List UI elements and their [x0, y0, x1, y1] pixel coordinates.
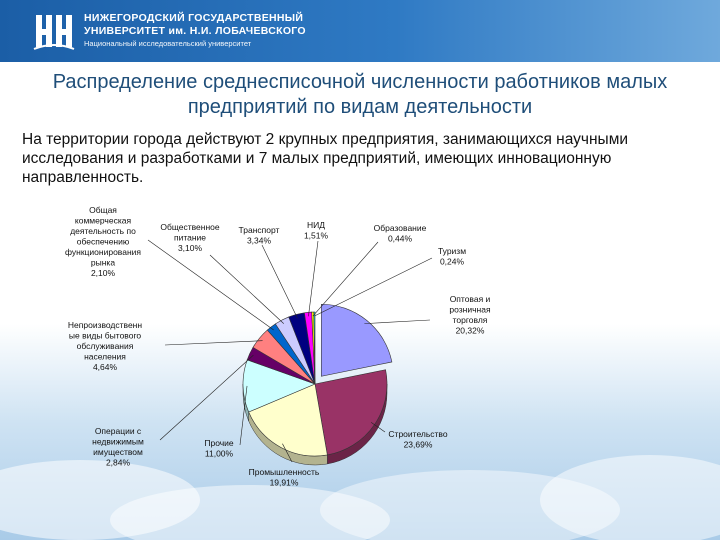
slice-label: Образование 0,44% [374, 223, 427, 244]
slice-label-line: коммерческая [75, 216, 132, 226]
slice-label-line: населения [84, 352, 126, 362]
slice-label-line: Строительство [388, 429, 447, 439]
leader-line [164, 340, 263, 346]
slice-label-line: Прочие [204, 438, 234, 448]
slice-label-line: Общая [89, 205, 117, 215]
slice-label: Прочие 11,00% [204, 438, 234, 459]
slice-label-line: НИД [307, 220, 325, 230]
leader-line [239, 385, 248, 446]
slice-label: Транспорт 3,34% [239, 225, 280, 246]
slice-label-line: Промышленность [249, 467, 320, 477]
slice-label-line: функционирования [65, 247, 141, 257]
slice-label-line: 0,24% [440, 257, 465, 267]
slice-label: Строительство 23,69% [388, 429, 447, 450]
slice-label-line: Транспорт [239, 225, 280, 235]
slice-label: Оптовая и розничная торговля 20,32% [449, 294, 491, 336]
slice-label-line: 20,32% [456, 326, 485, 336]
slice-label-line: 1,51% [304, 231, 329, 241]
nngu-logo-icon [33, 15, 75, 50]
pie-slice [321, 303, 393, 377]
pie-slice [248, 383, 328, 457]
slide-title: Распределение среднесписочной численност… [52, 71, 668, 118]
leader-line [314, 257, 433, 317]
pie-slice [313, 311, 316, 385]
slice-label-line: 0,44% [388, 234, 413, 244]
slice-label: Общественное питание 3,10% [160, 222, 220, 253]
leader-line [147, 239, 274, 331]
slice-label-line: Туризм [438, 246, 466, 256]
slice-label-line: 2,10% [91, 268, 116, 278]
slice-label-line: 2,84% [106, 458, 131, 468]
cloud-background [0, 455, 720, 540]
slice-label-line: 3,34% [247, 236, 272, 246]
leader-line [209, 254, 284, 324]
slice-label-line: торговля [453, 315, 488, 325]
slice-label: Туризм 0,24% [438, 246, 466, 267]
slice-label-line: Непроизводственн [68, 320, 142, 330]
leader-line [159, 354, 254, 441]
slice-label-line: Оптовая и [450, 294, 491, 304]
intro-text: На территории города действуют 2 крупных… [22, 131, 629, 186]
slice-label: НИД 1,51% [304, 220, 329, 241]
leader-line [370, 422, 386, 433]
leader-line [282, 443, 293, 463]
slice-label-line: розничная [449, 305, 491, 315]
header-band [0, 0, 720, 62]
slice-label-line: рынка [91, 258, 115, 268]
slice-label-line: Операции с [95, 426, 142, 436]
leader-line [364, 319, 431, 324]
university-line-1: НИЖЕГОРОДСКИЙ ГОСУДАРСТВЕННЫЙ [84, 12, 304, 24]
slice-label-line: Образование [374, 223, 427, 233]
slice-label-line: питание [174, 233, 206, 243]
leader-line [261, 244, 298, 319]
slice-label: Общая коммерческая деятельность по обеспече… [65, 205, 141, 278]
slice-label-line: обеспечению [77, 237, 130, 247]
pie-slice [314, 369, 388, 456]
slice-label-line: 11,00% [205, 449, 234, 459]
slice-label-line: 4,64% [93, 362, 118, 372]
slice-label: Операции с недвижимым имуществом 2,84% [92, 426, 144, 468]
leader-line [312, 241, 379, 317]
slice-label-line: ые виды бытового [69, 331, 141, 341]
university-line-3: Национальный исследовательский университ… [84, 39, 252, 48]
university-line-2: УНИВЕРСИТЕТ им. Н.И. ЛОБАЧЕВСКОГО [84, 25, 306, 37]
slice-label-line: недвижимым [92, 437, 144, 447]
slice-label-line: имуществом [93, 447, 143, 457]
slice-label-line: 3,10% [178, 243, 203, 253]
slice-label-line: обслуживания [77, 341, 134, 351]
leader-line [308, 240, 319, 317]
slice-label: Непроизводственн ые виды бытового обслужив… [68, 320, 142, 372]
slice-label-line: 23,69% [404, 440, 433, 450]
slice-label-line: Общественное [160, 222, 220, 232]
slice-label-line: 19,91% [270, 478, 299, 488]
slice-label: Промышленность 19,91% [249, 467, 320, 488]
university-name: НИЖЕГОРОДСКИЙ ГОСУДАРСТВЕННЫЙ УНИВЕРСИТЕ… [84, 12, 306, 49]
slice-label-line: деятельность по [70, 226, 136, 236]
